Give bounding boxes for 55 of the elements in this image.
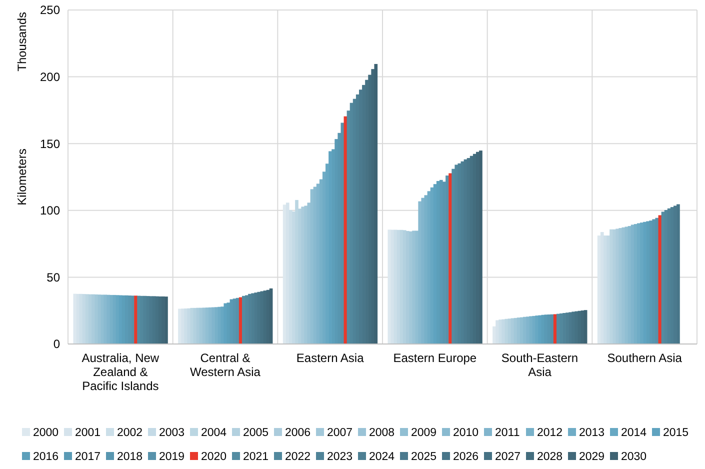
legend-label: 2008 xyxy=(369,427,395,440)
bar xyxy=(661,212,665,344)
legend-label: 2027 xyxy=(495,451,521,464)
legend-label: 2016 xyxy=(33,451,59,464)
bar xyxy=(73,294,77,344)
x-tick-label: Southern Asia xyxy=(607,351,682,365)
legend-label: 2009 xyxy=(411,427,437,440)
x-tick-label: Eastern Europe xyxy=(393,351,477,365)
legend-label: 2010 xyxy=(453,427,479,440)
legend-label: 2003 xyxy=(159,427,185,440)
legend-label: 2002 xyxy=(117,427,143,440)
legend-label: 2005 xyxy=(243,427,269,440)
bar xyxy=(374,64,378,344)
y-tick-label: 50 xyxy=(46,270,60,284)
legend-label: 2030 xyxy=(621,451,647,464)
legend-label: 2020 xyxy=(201,451,227,464)
y-axis-title: Kilometers xyxy=(15,148,29,206)
legend-label: 2018 xyxy=(117,451,143,464)
legend-label: 2019 xyxy=(159,451,185,464)
legend-label: 2028 xyxy=(537,451,563,464)
legend-label: 2014 xyxy=(621,427,648,440)
y-tick-label: 0 xyxy=(53,337,60,352)
legend-label: 2024 xyxy=(369,451,396,464)
legend-label: 2013 xyxy=(579,427,605,440)
legend-label: 2012 xyxy=(537,427,563,440)
x-tick-label: Australia, New Zealand & Pacific Islands xyxy=(82,351,160,393)
x-tick-label: Central & Western Asia xyxy=(190,351,261,379)
bar xyxy=(479,150,482,344)
legend-label: 2023 xyxy=(327,451,353,464)
legend-label: 2007 xyxy=(327,427,353,440)
text: Thousands xyxy=(15,12,29,72)
legend-label: 2017 xyxy=(75,451,101,464)
x-tick-label: Eastern Asia xyxy=(296,351,364,365)
bar xyxy=(164,296,168,344)
bar xyxy=(340,122,344,344)
legend-label: 2001 xyxy=(75,427,101,440)
legend-label: 2011 xyxy=(495,427,520,440)
legend-label: 2025 xyxy=(411,451,437,464)
y-tick-label: 250 xyxy=(40,3,60,18)
bar xyxy=(676,204,680,344)
y-tick-label: 200 xyxy=(40,70,60,84)
legend-label: 2000 xyxy=(33,427,59,440)
legend-label: 2021 xyxy=(243,451,269,464)
legend-label: 2026 xyxy=(453,451,479,464)
bar xyxy=(655,218,659,344)
legend-label: 2022 xyxy=(285,451,311,464)
legend-label: 2015 xyxy=(663,427,689,440)
bar xyxy=(388,230,392,344)
legend-label: 2006 xyxy=(285,427,311,440)
legend-label: 2004 xyxy=(201,427,228,440)
y-tick-label: 100 xyxy=(40,204,60,218)
bar xyxy=(658,215,662,344)
x-tick-label: South-Eastern Asia xyxy=(501,351,578,379)
legend-label: 2029 xyxy=(579,451,605,464)
y-tick-label: 150 xyxy=(40,136,60,151)
